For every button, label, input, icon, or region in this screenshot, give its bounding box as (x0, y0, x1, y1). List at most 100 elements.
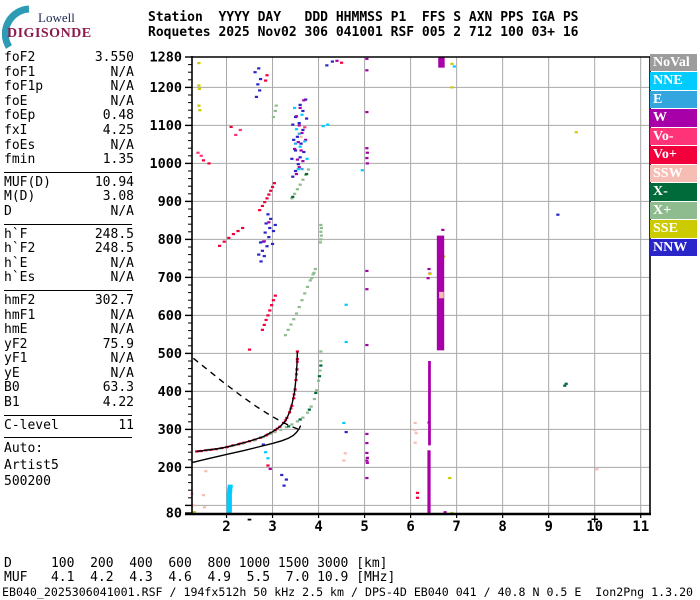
svg-text:4: 4 (314, 519, 322, 535)
direction-legend: NoVal NNE E W Vo- Vo+ SSW X- X+ SSE NNW (650, 54, 697, 257)
param-row: yF2 75.9 (4, 336, 134, 353)
param-value: 0.48 (102, 108, 134, 124)
param-label: foEs (4, 137, 36, 153)
param-value: 1.35 (102, 152, 134, 168)
param-separator (4, 414, 132, 416)
param-value: N/A (110, 351, 134, 367)
param-value: N/A (110, 322, 134, 338)
svg-text:-: - (246, 512, 253, 526)
legend-item-sse: SSE (650, 220, 697, 238)
svg-text:9: 9 (544, 519, 552, 535)
param-label: foF1 (4, 64, 36, 80)
legend-item-w: W (650, 109, 697, 127)
param-value: 302.7 (94, 292, 134, 308)
param-value: N/A (110, 203, 134, 219)
param-row: C-level 11 (4, 417, 134, 434)
svg-text:1100: 1100 (149, 118, 182, 134)
param-row: D N/A (4, 203, 134, 220)
axis-labels: 1280 1200 1100 1000 900 800 700 600 500 400 300 200… (149, 50, 649, 536)
param-value: N/A (110, 64, 134, 80)
svg-text:6: 6 (406, 519, 414, 535)
logo-arc-icon (2, 5, 30, 49)
param-value: 10.94 (94, 174, 134, 190)
svg-text:10: 10 (586, 519, 603, 535)
header-column-titles: Station YYYY DAY DDD HHMMSS P1 FFS S AXN… (148, 10, 579, 25)
param-row: foEp 0.48 (4, 109, 134, 124)
param-row: foF1p N/A (4, 80, 134, 95)
param-row: h`F 248.5 (4, 226, 134, 243)
param-separator (4, 171, 132, 173)
legend-item-e: E (650, 90, 697, 109)
param-row: foF1 N/A (4, 64, 134, 81)
param-row: M(D) 3.08 (4, 190, 134, 205)
param-value: 4.22 (102, 395, 134, 411)
param-value: N/A (110, 365, 134, 381)
param-label: yF1 (4, 351, 28, 367)
autoscaling-line: 500200 (4, 474, 51, 490)
svg-text:5: 5 (360, 519, 368, 535)
autoscaling-line: Artist5 (4, 457, 59, 473)
param-label: D (4, 203, 12, 219)
param-separator (4, 289, 132, 291)
param-label: C-level (4, 417, 59, 433)
param-value: N/A (110, 79, 134, 95)
svg-text:500: 500 (158, 346, 182, 362)
svg-text:1200: 1200 (149, 80, 182, 96)
param-row: hmF2 302.7 (4, 292, 134, 309)
param-label: hmE (4, 322, 28, 338)
svg-text:600: 600 (158, 308, 182, 324)
svg-text:300: 300 (158, 422, 182, 438)
svg-text:800: 800 (158, 232, 182, 248)
param-label: fxI (4, 122, 28, 138)
param-label: h`E (4, 255, 28, 271)
param-row: foF2 3.550 (4, 50, 134, 66)
param-value: 3.550 (94, 50, 134, 65)
svg-text:2: 2 (222, 519, 230, 535)
param-value: 248.5 (94, 226, 134, 242)
svg-text:3: 3 (268, 519, 276, 535)
param-label: MUF(D) (4, 174, 51, 190)
param-label: B0 (4, 380, 20, 396)
param-label: h`Es (4, 270, 36, 286)
legend-item-vo: Vo+ (650, 146, 697, 164)
param-row: fxI 4.25 (4, 122, 134, 139)
muf-row: MUF 4.1 4.2 4.3 4.6 4.9 5.5 7.0 10.9 [MH… (4, 570, 396, 585)
param-row: MUF(D) 10.94 (4, 174, 134, 191)
svg-text:80: 80 (166, 506, 182, 522)
param-label: foF1p (4, 79, 44, 95)
logo-lowell-text: Lowell (38, 10, 75, 25)
svg-text:7: 7 (452, 519, 460, 535)
logo-digisonde-text: DIGISONDE (7, 26, 92, 41)
svg-text:+: + (591, 512, 598, 526)
legend-item-nnw: NNW (650, 238, 697, 257)
header-values: Roquetes 2025 Nov02 306 041001 RSF 005 2… (148, 25, 579, 40)
param-row: yF1 N/A (4, 352, 134, 367)
param-label: yF2 (4, 336, 28, 352)
param-value: N/A (110, 93, 134, 109)
param-value: 248.5 (94, 241, 134, 257)
profile-overlays (192, 351, 302, 464)
rfi-bars (427, 57, 445, 513)
param-value: N/A (110, 255, 134, 271)
param-row: h`E N/A (4, 255, 134, 272)
param-row: B1 4.22 (4, 395, 134, 411)
param-value: N/A (110, 307, 134, 323)
svg-text:700: 700 (158, 270, 182, 286)
param-row: h`F2 248.5 (4, 242, 134, 257)
legend-item-noval: NoVal (650, 54, 697, 72)
distance-row: D 100 200 400 600 800 1000 1500 3000 [km… (4, 556, 388, 571)
param-label: h`F (4, 226, 28, 242)
param-row: hmF1 N/A (4, 307, 134, 324)
scatter-points (190, 57, 599, 515)
param-label: foF2 (4, 50, 36, 65)
digisonde-logo: Lowell DIGISONDE (2, 4, 112, 49)
legend-item-ssw: SSW (650, 164, 697, 183)
param-label: hmF2 (4, 292, 36, 308)
svg-text:8: 8 (498, 519, 506, 535)
param-separator (4, 223, 132, 225)
gridlines (192, 57, 649, 513)
svg-text:11: 11 (632, 519, 649, 535)
legend-item-x: X+ (650, 201, 697, 220)
param-label: hmF1 (4, 307, 36, 323)
